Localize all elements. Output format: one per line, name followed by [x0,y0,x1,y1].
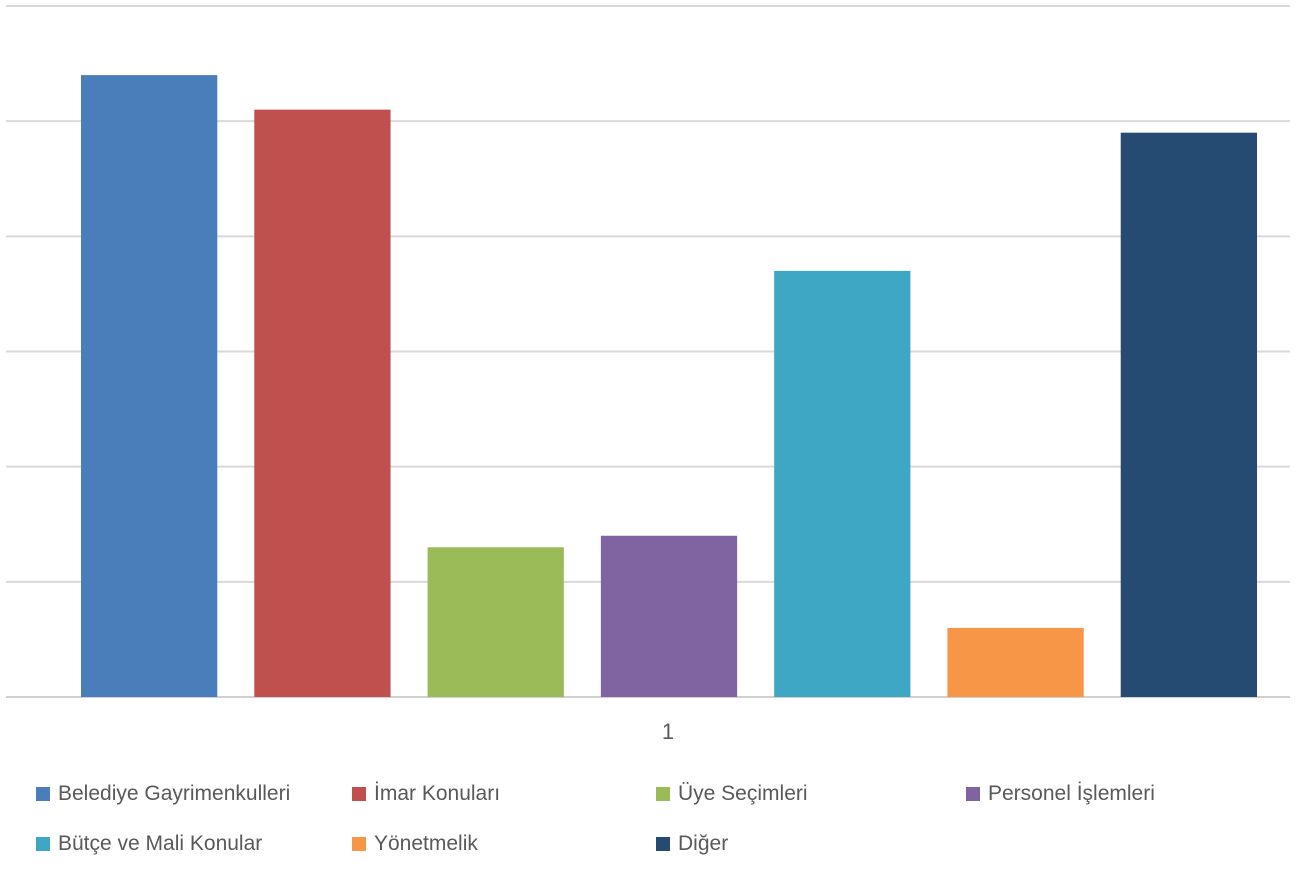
legend-item: Yönetmelik [352,824,478,864]
legend-item: Bütçe ve Mali Konular [36,824,262,864]
legend-item: İmar Konuları [352,774,500,814]
legend-swatch [36,837,50,851]
x-tick-label: 1 [662,719,674,744]
bar-7 [1120,132,1257,697]
legend-swatch [36,787,50,801]
gridlines [6,5,1290,698]
legend: Belediye Gayrimenkulleri İmar Konuları Üye… [36,774,1276,874]
bar-3 [427,547,564,697]
legend-item: Diğer [656,824,728,864]
legend-item: Üye Seçimleri [656,774,808,814]
legend-swatch [656,787,670,801]
bar-5 [774,270,911,697]
bar-1 [81,75,218,698]
bar-4 [600,535,738,697]
legend-swatch [966,787,980,801]
bar-2 [254,109,391,697]
legend-label: Bütçe ve Mali Konular [58,832,263,855]
legend-swatch [352,787,366,801]
legend-label: Yönetmelik [374,832,478,855]
legend-label: İmar Konuları [374,782,501,805]
x-axis: 1 [662,719,674,744]
legend-label: Üye Seçimleri [678,782,808,805]
legend-label: Personel İşlemleri [988,782,1155,805]
bar-6 [947,627,1084,697]
legend-label: Diğer [678,832,729,855]
legend-item: Personel İşlemleri [966,774,1155,814]
legend-swatch [656,837,670,851]
legend-label: Belediye Gayrimenkulleri [58,782,291,805]
legend-swatch [352,837,366,851]
legend-item: Belediye Gayrimenkulleri [36,774,290,814]
bars [81,75,1257,698]
